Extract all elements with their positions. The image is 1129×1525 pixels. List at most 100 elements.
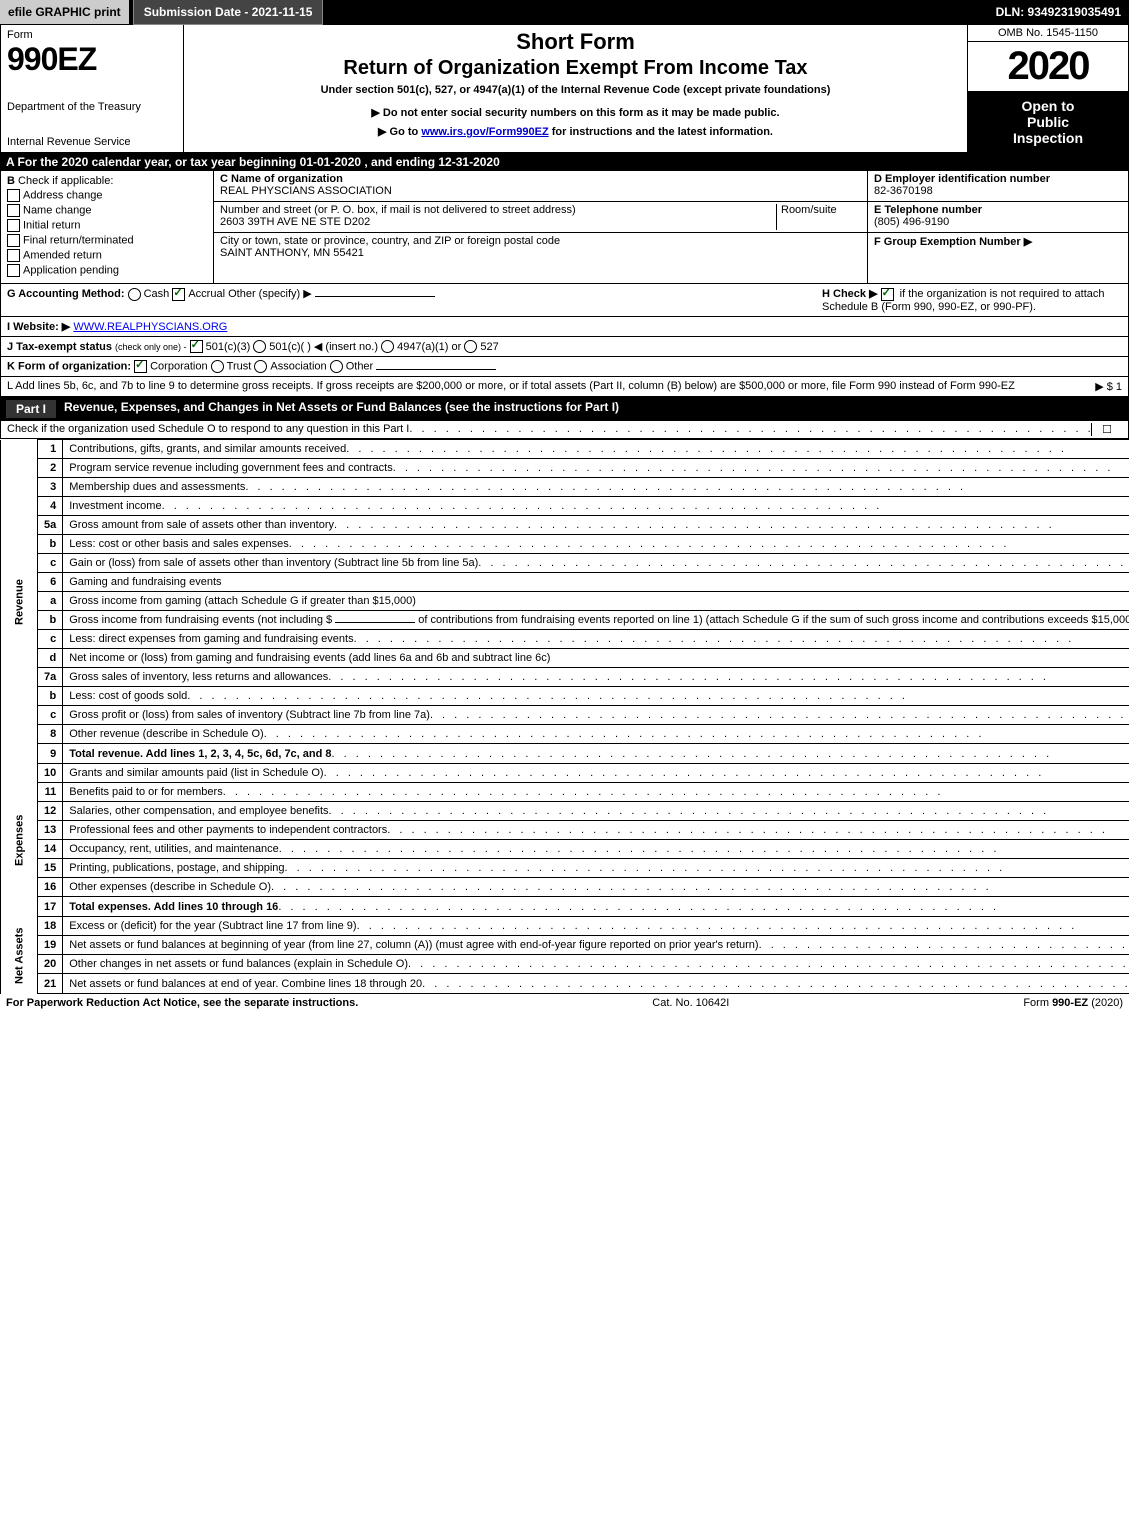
inspection-line1: Open to	[970, 98, 1126, 114]
form-header: Form 990EZ Department of the Treasury In…	[0, 24, 1129, 153]
submission-date-button[interactable]: Submission Date - 2021-11-15	[133, 0, 324, 25]
line-5c-num: c	[38, 554, 63, 573]
line-7c-num: c	[38, 706, 63, 725]
line-7a-desc: Gross sales of inventory, less returns a…	[69, 671, 328, 683]
phone-label: E Telephone number	[874, 204, 982, 216]
line-15-desc: Printing, publications, postage, and shi…	[69, 862, 284, 874]
form-number: 990EZ	[7, 41, 177, 78]
form-title-full: Return of Organization Exempt From Incom…	[192, 57, 959, 80]
website-link[interactable]: WWW.REALPHYSCIANS.ORG	[73, 321, 227, 333]
line-6b-desc: Gross income from fundraising events (no…	[63, 611, 1129, 630]
line-18-desc: Excess or (deficit) for the year (Subtra…	[69, 920, 356, 932]
radio-cash[interactable]	[128, 288, 141, 301]
line-6a-desc: Gross income from gaming (attach Schedul…	[63, 592, 1129, 611]
page-footer: For Paperwork Reduction Act Notice, see …	[0, 994, 1129, 1012]
chk-corporation[interactable]	[134, 360, 147, 373]
radio-association[interactable]	[254, 360, 267, 373]
inspection-line3: Inspection	[970, 130, 1126, 146]
radio-501c[interactable]	[253, 340, 266, 353]
footer-left: For Paperwork Reduction Act Notice, see …	[6, 997, 358, 1009]
chk-application-pending-label: Application pending	[23, 264, 119, 276]
chk-application-pending[interactable]: Application pending	[7, 264, 207, 277]
chk-schedule-b[interactable]	[881, 288, 894, 301]
line-12-num: 12	[38, 802, 63, 821]
line-5b-num: b	[38, 535, 63, 554]
row-a-tax-year: A For the 2020 calendar year, or tax yea…	[0, 153, 1129, 171]
chk-501c3[interactable]	[190, 340, 203, 353]
chk-initial-return[interactable]: Initial return	[7, 219, 207, 232]
line-5c-desc: Gain or (loss) from sale of assets other…	[69, 557, 478, 569]
line-20-num: 20	[38, 955, 63, 974]
ssn-notice: ▶ Do not enter social security numbers o…	[192, 106, 959, 119]
line-6c-desc: Less: direct expenses from gaming and fu…	[69, 633, 353, 645]
radio-trust[interactable]	[211, 360, 224, 373]
radio-527-label: 527	[480, 341, 498, 353]
line-12-desc: Salaries, other compensation, and employ…	[69, 805, 328, 817]
dept-irs: Internal Revenue Service	[7, 136, 177, 148]
chk-accrual[interactable]	[172, 288, 185, 301]
chk-final-return[interactable]: Final return/terminated	[7, 234, 207, 247]
line-10-desc: Grants and similar amounts paid (list in…	[69, 767, 323, 779]
section-g: G Accounting Method: Cash Accrual Other …	[7, 287, 822, 313]
chk-amended-return[interactable]: Amended return	[7, 249, 207, 262]
chk-name-change-label: Name change	[23, 204, 92, 216]
chk-501c3-label: 501(c)(3)	[206, 341, 251, 353]
info-grid: B Check if applicable: Address change Na…	[0, 171, 1129, 284]
line-3-desc: Membership dues and assessments	[69, 481, 245, 493]
org-name-cell: C Name of organization REAL PHYSCIANS AS…	[214, 171, 867, 202]
footer-right-suffix: (2020)	[1088, 997, 1123, 1009]
chk-accrual-label: Accrual	[188, 288, 225, 300]
org-city-label: City or town, state or province, country…	[220, 235, 560, 247]
form-org-label: K Form of organization:	[7, 361, 131, 373]
tax-exempt-sub: (check only one) -	[115, 342, 187, 352]
line-6d-desc: Net income or (loss) from gaming and fun…	[63, 649, 1129, 668]
side-label-expenses: Expenses	[1, 764, 38, 917]
line-8-desc: Other revenue (describe in Schedule O)	[69, 728, 263, 740]
chk-corporation-label: Corporation	[150, 361, 207, 373]
section-l-text: L Add lines 5b, 6c, and 7b to line 9 to …	[7, 380, 1042, 393]
radio-trust-label: Trust	[227, 361, 252, 373]
radio-527[interactable]	[464, 340, 477, 353]
part1-title: Revenue, Expenses, and Changes in Net As…	[64, 400, 619, 418]
chk-address-change-label: Address change	[23, 189, 103, 201]
footer-right-prefix: Form	[1023, 997, 1052, 1009]
efile-print-button[interactable]: efile GRAPHIC print	[0, 0, 129, 24]
section-gh: G Accounting Method: Cash Accrual Other …	[0, 284, 1129, 317]
radio-501c-label: 501(c)( ) ◀ (insert no.)	[269, 341, 378, 353]
line-6-desc: Gaming and fundraising events	[63, 573, 1129, 592]
line-16-desc: Other expenses (describe in Schedule O)	[69, 881, 271, 893]
line-19-desc: Net assets or fund balances at beginning…	[69, 939, 758, 951]
section-c: C Name of organization REAL PHYSCIANS AS…	[214, 171, 867, 283]
radio-4947[interactable]	[381, 340, 394, 353]
chk-name-change[interactable]: Name change	[7, 204, 207, 217]
line-21-num: 21	[38, 974, 63, 994]
goto-suffix: for instructions and the latest informat…	[552, 126, 773, 138]
side-label-net-assets: Net Assets	[1, 917, 38, 994]
line-7b-desc: Less: cost of goods sold	[69, 690, 187, 702]
chk-address-change[interactable]: Address change	[7, 189, 207, 202]
radio-other[interactable]	[330, 360, 343, 373]
section-b: B Check if applicable: Address change Na…	[1, 171, 214, 283]
line-7a-num: 7a	[38, 668, 63, 687]
top-bar: efile GRAPHIC print Submission Date - 20…	[0, 0, 1129, 24]
dln-label: DLN: 93492319035491	[996, 5, 1129, 19]
line-8-num: 8	[38, 725, 63, 744]
radio-4947-label: 4947(a)(1) or	[397, 341, 461, 353]
org-address-label: Number and street (or P. O. box, if mail…	[220, 204, 576, 216]
section-b-check-label: Check if applicable:	[18, 175, 113, 187]
section-h: H Check ▶ if the organization is not req…	[822, 287, 1122, 313]
radio-other-label: Other	[346, 361, 374, 373]
goto-link[interactable]: www.irs.gov/Form990EZ	[421, 126, 548, 138]
line-6b-num: b	[38, 611, 63, 630]
section-l: L Add lines 5b, 6c, and 7b to line 9 to …	[0, 377, 1129, 397]
goto-line: ▶ Go to www.irs.gov/Form990EZ for instru…	[192, 125, 959, 138]
header-left: Form 990EZ Department of the Treasury In…	[1, 25, 184, 152]
part1-check-box[interactable]: ☐	[1091, 423, 1122, 436]
section-def: D Employer identification number 82-3670…	[867, 171, 1128, 283]
header-right: OMB No. 1545-1150 2020 Open to Public In…	[968, 25, 1128, 152]
side-label-revenue: Revenue	[1, 440, 38, 764]
group-exemption-label: F Group Exemption Number ▶	[874, 236, 1032, 248]
line-5a-desc: Gross amount from sale of assets other t…	[69, 519, 334, 531]
line-17-desc: Total expenses. Add lines 10 through 16	[69, 901, 278, 913]
org-city-cell: City or town, state or province, country…	[214, 233, 867, 263]
